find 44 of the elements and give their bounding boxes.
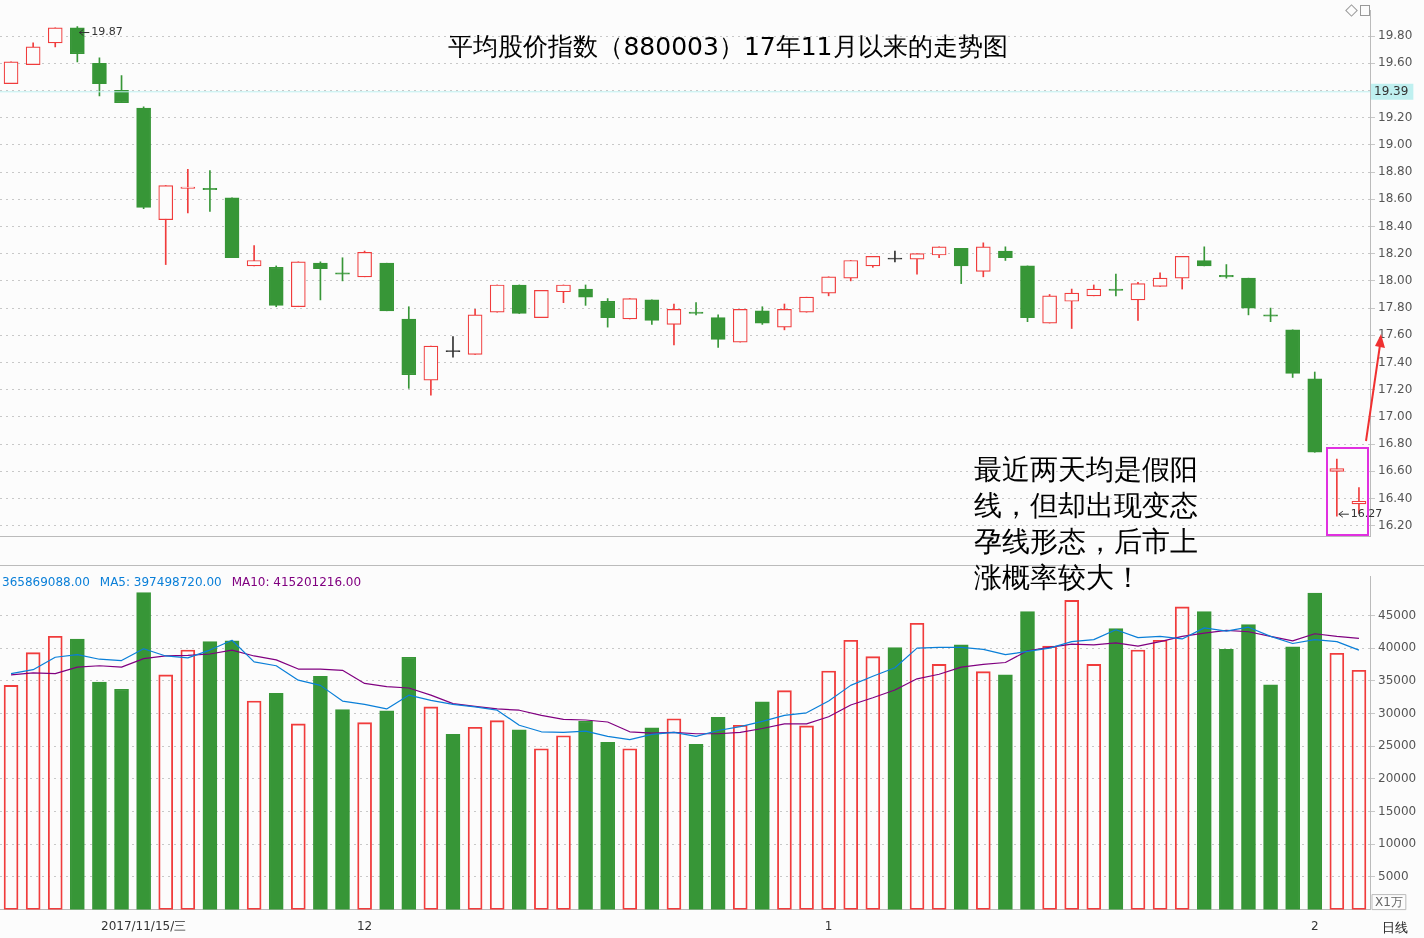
y-tick-label: 20000 — [1378, 770, 1417, 785]
candlestick — [1064, 288, 1080, 329]
y-tick-label: 16.40 — [1378, 490, 1413, 505]
x-tick-label: 1 — [824, 918, 833, 933]
candlestick — [1108, 273, 1124, 297]
y-tick-label: 18.20 — [1378, 245, 1413, 260]
y-tick-label: 19.20 — [1378, 109, 1413, 124]
candlestick — [887, 250, 903, 263]
text: 平均股价指数（880003）17年11月以来的走势图 — [448, 31, 1008, 61]
text: 日线 — [1382, 920, 1408, 936]
y-tick-label: 19.00 — [1378, 136, 1413, 151]
y-tick-label: 45000 — [1378, 607, 1417, 622]
annotation: 19.87 — [91, 25, 123, 39]
y-tick-label: 40000 — [1378, 640, 1417, 655]
y-tick-label: 18.40 — [1378, 218, 1413, 233]
y-tick-label: 25000 — [1378, 738, 1417, 753]
y-tick-label: 18.60 — [1378, 191, 1413, 206]
y-tick-label: 19.60 — [1378, 55, 1413, 70]
y-tick-label: 18.80 — [1378, 164, 1413, 179]
y-tick-label: 17.40 — [1378, 354, 1413, 369]
y-tick-label: 10000 — [1378, 836, 1417, 851]
y-tick-label: 30000 — [1378, 705, 1417, 720]
y-tick-label: 35000 — [1378, 672, 1417, 687]
y-tick-label: 16.60 — [1378, 463, 1413, 478]
candlestick — [180, 169, 196, 214]
y-tick-label: 16.80 — [1378, 436, 1413, 451]
y-tick-label: 18.00 — [1378, 273, 1413, 288]
text: MA10: 415201216.00 — [231, 575, 362, 590]
x-tick-label: 2 — [1310, 918, 1319, 933]
annotation: 365869088.00 — [2, 575, 90, 590]
y-tick-label: 17.80 — [1378, 300, 1413, 315]
text: MA5: 397498720.00 — [99, 575, 222, 590]
y-tick-label: 17.60 — [1378, 327, 1413, 342]
x-tick-label: 12 — [356, 918, 373, 933]
y-tick-label: 17.00 — [1378, 409, 1413, 424]
y-tick-label: 15000 — [1378, 803, 1417, 818]
y-tick-label: 5000 — [1378, 869, 1409, 884]
y-tick-label: 17.20 — [1378, 381, 1413, 396]
y-tick-label: 16.20 — [1378, 517, 1413, 532]
annotation: 最近两天均是假阳线，但却出现变态孕线形态，后市上涨概率较大！ — [974, 452, 1199, 596]
x-tick-label: 2017/11/15/三 — [101, 918, 187, 933]
y-axis-title: X1万 — [1375, 894, 1403, 909]
y-tick-label: 19.80 — [1378, 28, 1413, 43]
ref-line-label: 19.39 — [1374, 83, 1409, 98]
